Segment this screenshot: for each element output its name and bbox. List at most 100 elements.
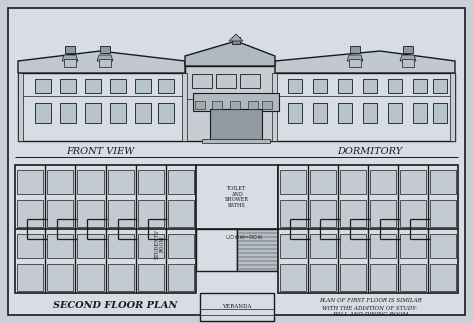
Bar: [272, 73, 277, 141]
Bar: [370, 264, 396, 291]
Bar: [388, 103, 402, 123]
Bar: [77, 264, 104, 291]
Bar: [388, 79, 402, 93]
Bar: [85, 103, 101, 123]
Bar: [450, 73, 455, 141]
Text: TOILET
AND
SHOWER
BATHS: TOILET AND SHOWER BATHS: [225, 186, 249, 208]
Bar: [192, 74, 212, 88]
Bar: [433, 103, 447, 123]
Bar: [338, 103, 352, 123]
Bar: [77, 234, 104, 258]
Bar: [288, 103, 302, 123]
Bar: [107, 200, 134, 227]
Bar: [288, 79, 302, 93]
Bar: [158, 79, 174, 93]
Bar: [363, 103, 377, 123]
Bar: [138, 200, 164, 227]
Bar: [196, 165, 278, 229]
Bar: [15, 165, 196, 293]
Bar: [18, 73, 23, 141]
Bar: [182, 73, 187, 141]
Polygon shape: [185, 66, 275, 141]
Bar: [110, 103, 126, 123]
Polygon shape: [18, 51, 185, 73]
Bar: [310, 264, 336, 291]
Bar: [433, 79, 447, 93]
Bar: [413, 79, 427, 93]
Bar: [280, 264, 306, 291]
Polygon shape: [202, 139, 270, 143]
Polygon shape: [229, 34, 243, 41]
Bar: [280, 200, 306, 227]
Bar: [138, 264, 164, 291]
Bar: [370, 200, 396, 227]
Bar: [47, 234, 73, 258]
Bar: [340, 234, 366, 258]
Bar: [430, 234, 456, 258]
Bar: [262, 101, 272, 109]
Bar: [430, 170, 456, 194]
Bar: [158, 103, 174, 123]
Bar: [17, 264, 43, 291]
Bar: [240, 74, 260, 88]
Bar: [413, 103, 427, 123]
Bar: [200, 293, 274, 321]
Bar: [370, 170, 396, 194]
Bar: [47, 200, 73, 227]
Bar: [138, 170, 164, 194]
Bar: [168, 264, 194, 291]
Bar: [400, 264, 426, 291]
Bar: [168, 200, 194, 227]
Bar: [210, 109, 262, 141]
Bar: [216, 74, 236, 88]
Text: VERANDA: VERANDA: [222, 305, 252, 309]
Bar: [193, 93, 279, 111]
Polygon shape: [275, 73, 455, 141]
Bar: [47, 264, 73, 291]
Bar: [400, 200, 426, 227]
Bar: [340, 170, 366, 194]
Polygon shape: [97, 55, 113, 61]
Bar: [430, 200, 456, 227]
Polygon shape: [347, 55, 363, 61]
Bar: [349, 59, 361, 67]
Polygon shape: [100, 46, 110, 53]
Polygon shape: [400, 55, 416, 61]
Bar: [17, 200, 43, 227]
Bar: [35, 103, 51, 123]
Bar: [99, 59, 111, 67]
Bar: [313, 79, 327, 93]
Bar: [17, 170, 43, 194]
Text: FRONT VIEW: FRONT VIEW: [66, 147, 134, 155]
Bar: [60, 79, 76, 93]
Bar: [60, 103, 76, 123]
Bar: [310, 170, 336, 194]
Polygon shape: [65, 46, 75, 53]
Text: DORMITORY: DORMITORY: [337, 147, 403, 155]
Bar: [230, 101, 240, 109]
Bar: [196, 229, 237, 271]
Bar: [310, 234, 336, 258]
Bar: [77, 170, 104, 194]
Bar: [85, 79, 101, 93]
Bar: [430, 264, 456, 291]
Bar: [280, 170, 306, 194]
Bar: [278, 165, 458, 293]
Polygon shape: [350, 46, 360, 53]
Polygon shape: [185, 41, 275, 66]
Polygon shape: [18, 73, 185, 141]
Bar: [138, 234, 164, 258]
Bar: [110, 79, 126, 93]
Text: C
O
R
R
I
D
O
R: C O R R I D O R: [227, 234, 264, 238]
Bar: [248, 101, 258, 109]
Bar: [400, 170, 426, 194]
Bar: [400, 234, 426, 258]
Bar: [310, 200, 336, 227]
Bar: [237, 229, 278, 271]
Text: PLAN OF FIRST FLOOR IS SIMILAR
WITH THE ADDITION OF STUDY-
HALL AND DINING-ROOM: PLAN OF FIRST FLOOR IS SIMILAR WITH THE …: [319, 298, 421, 318]
Text: SECOND FLOOR PLAN: SECOND FLOOR PLAN: [53, 300, 177, 309]
Bar: [107, 170, 134, 194]
Bar: [313, 103, 327, 123]
Bar: [35, 79, 51, 93]
Polygon shape: [275, 51, 455, 73]
